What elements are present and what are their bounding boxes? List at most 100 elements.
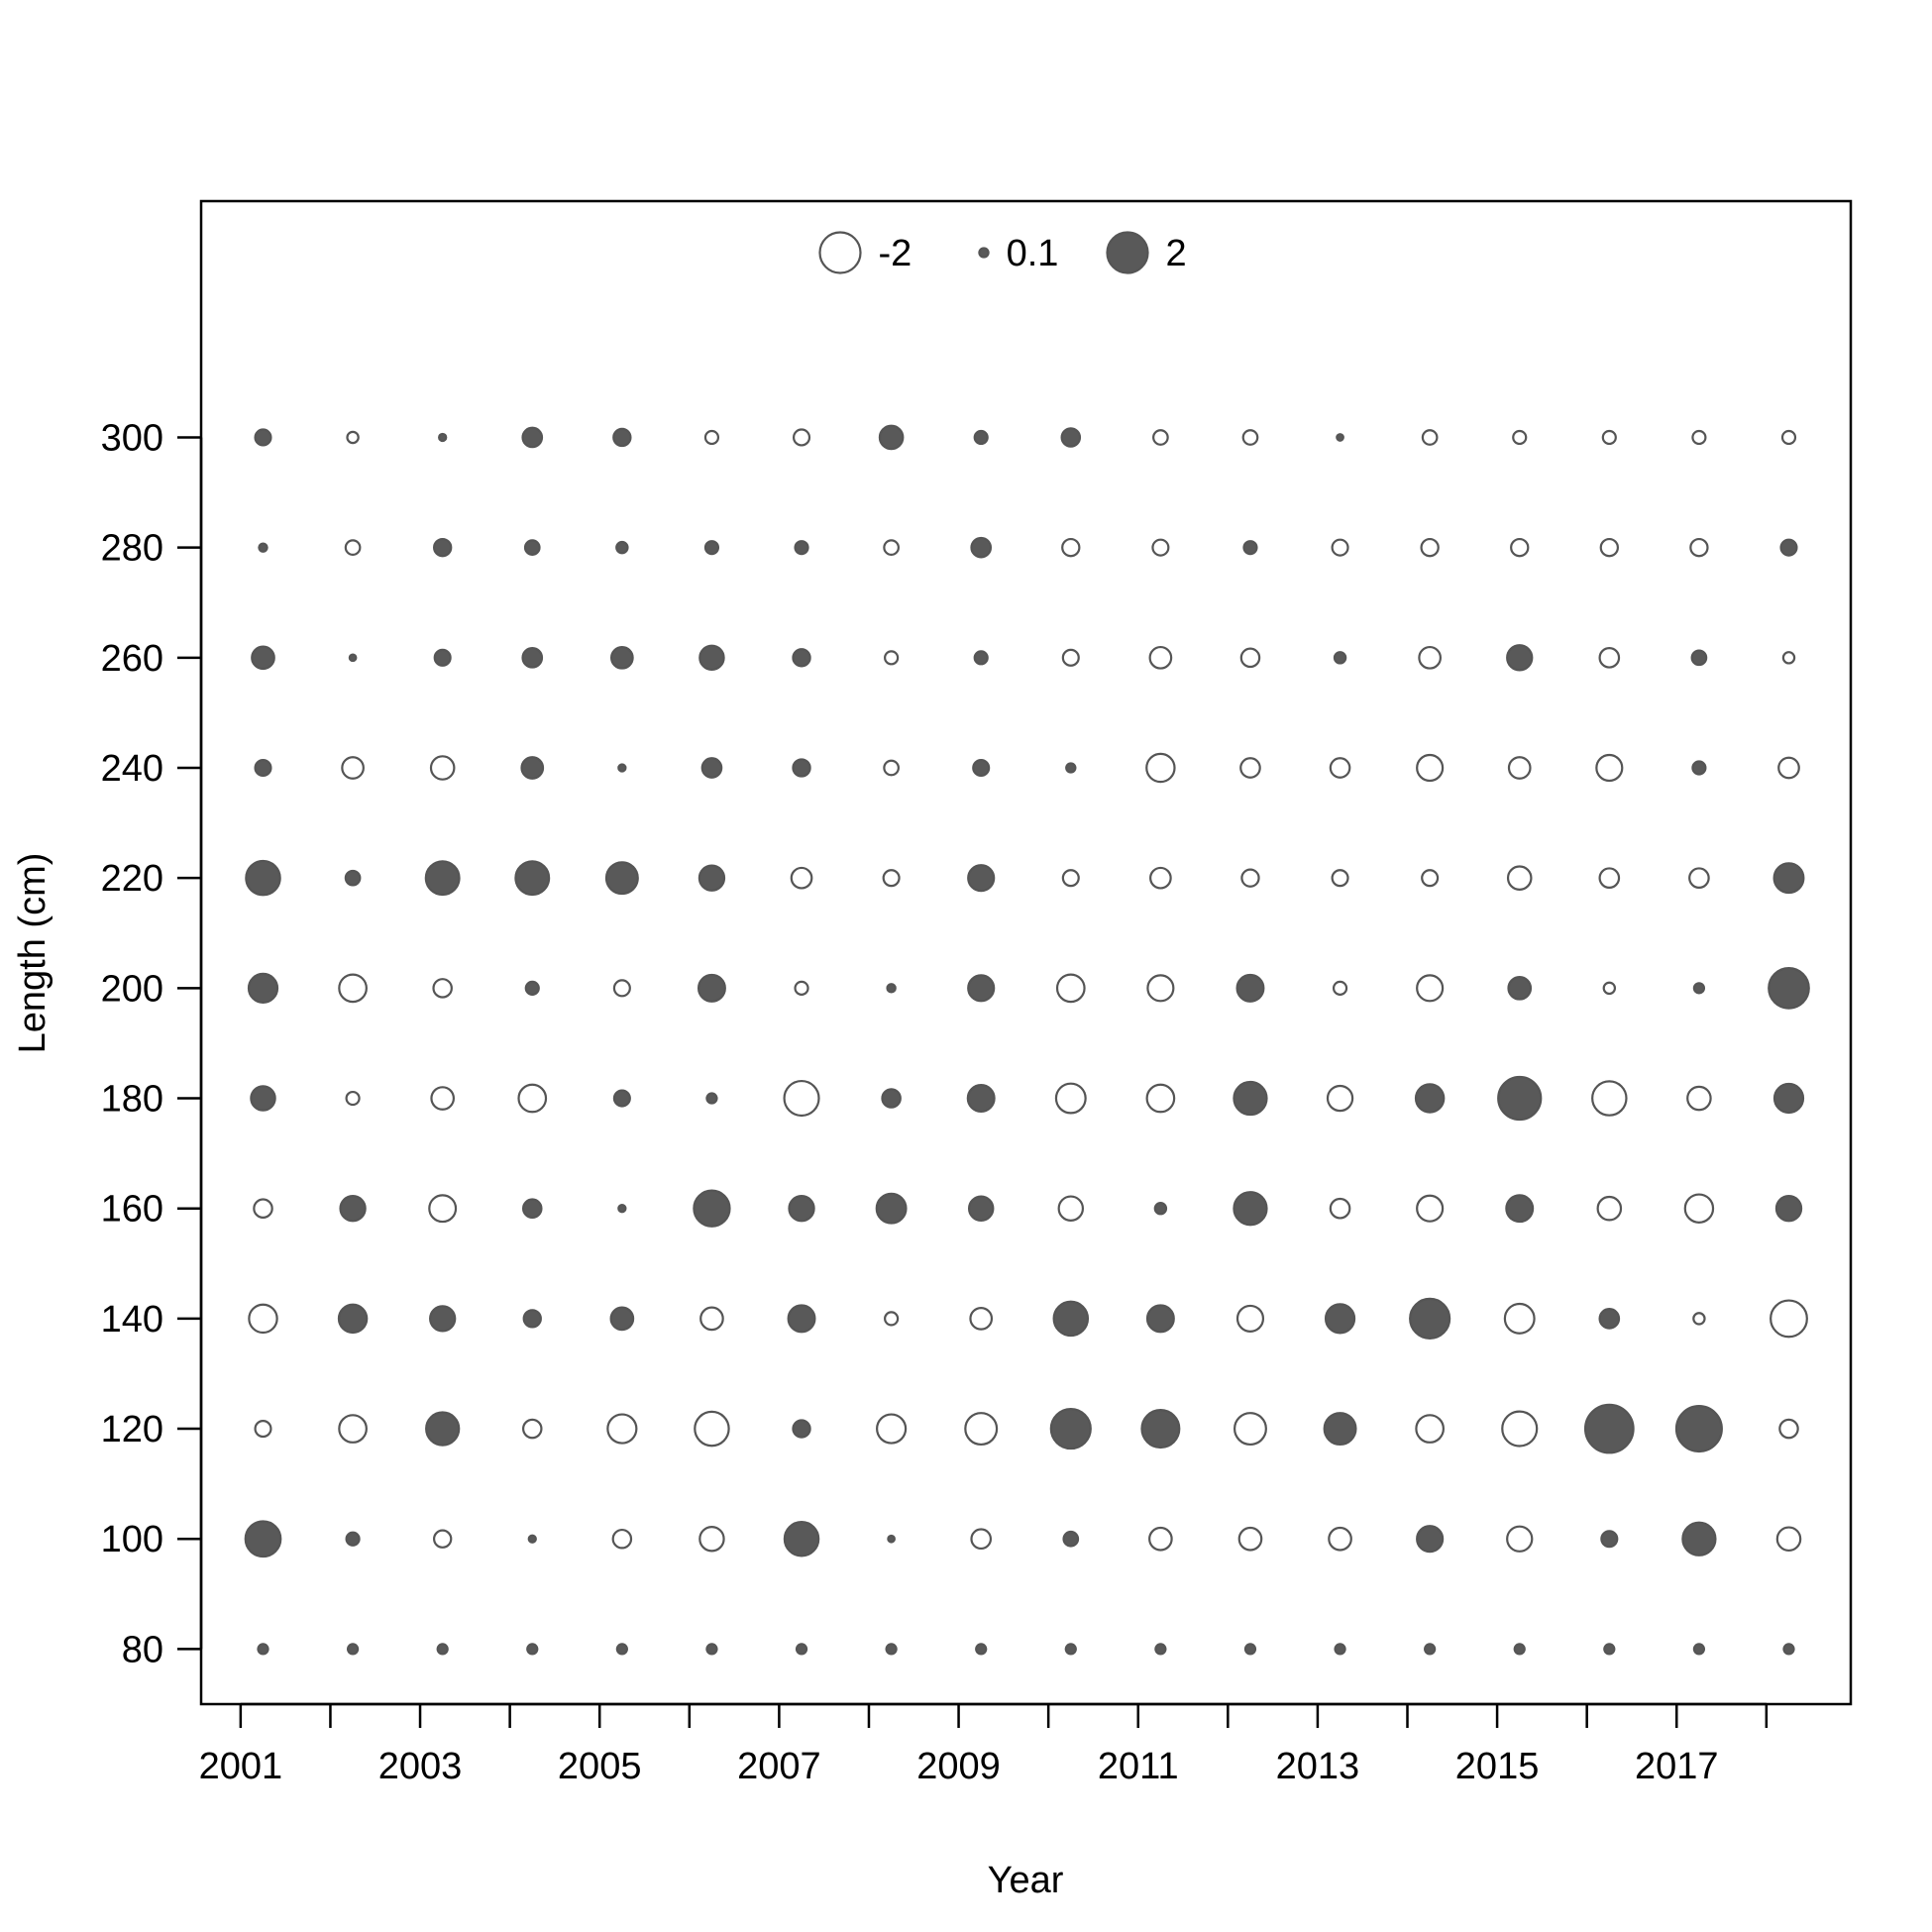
bubble [703, 429, 720, 446]
bubble [1421, 869, 1440, 888]
legend-label: 0.1 [1007, 233, 1059, 274]
bubble [1595, 753, 1624, 783]
legend: -2 0.1 2 [818, 231, 1187, 274]
bubble [1243, 1643, 1257, 1656]
y-tick-label: 240 [101, 748, 163, 790]
bubble [1591, 1080, 1628, 1117]
bubble [1507, 756, 1532, 780]
bubble [1240, 868, 1260, 888]
bubble [1599, 537, 1619, 558]
bubble [611, 1528, 633, 1550]
bubble [1510, 537, 1530, 558]
bubble [1689, 537, 1709, 558]
bubble [792, 1419, 811, 1439]
bubble [693, 1189, 731, 1228]
bubble [1600, 1530, 1619, 1549]
bubble [1690, 649, 1708, 667]
bubble [884, 650, 900, 666]
bubble [1674, 1405, 1723, 1453]
bubble [882, 869, 901, 888]
bubble [1323, 1412, 1357, 1447]
legend-symbol [818, 231, 862, 274]
bubble [432, 978, 453, 999]
bubble [1336, 433, 1344, 442]
y-tick-label: 80 [122, 1629, 163, 1670]
bubble [345, 1090, 361, 1107]
bubble [1596, 1195, 1623, 1222]
bubble [1145, 1304, 1175, 1334]
bubble [699, 1306, 724, 1332]
bubble [705, 1643, 718, 1656]
bubble [1049, 1407, 1092, 1450]
bubble [1149, 866, 1172, 890]
bubble [794, 980, 809, 996]
bubble [254, 758, 272, 778]
bubble [521, 426, 544, 449]
bubble [438, 432, 448, 443]
bubble [606, 1413, 638, 1445]
bubble [1329, 757, 1351, 779]
bubble [433, 648, 452, 667]
bubble [1064, 1643, 1077, 1656]
bubble [1146, 974, 1175, 1003]
bubble [1420, 537, 1440, 558]
bubble [1062, 1530, 1080, 1548]
bubble [254, 428, 272, 447]
bubble [1235, 1304, 1265, 1333]
y-tick-label: 200 [101, 968, 163, 1010]
bubble [694, 1410, 730, 1448]
bubble [1686, 1085, 1712, 1112]
bubble [521, 1198, 543, 1219]
bubble [247, 972, 279, 1004]
y-tick-label: 120 [101, 1409, 163, 1450]
bubble [1598, 867, 1621, 890]
bubble [1414, 1083, 1446, 1114]
bubble [794, 540, 809, 556]
y-tick-label: 260 [101, 638, 163, 680]
bubble [425, 1411, 461, 1447]
bubble [429, 755, 456, 781]
bubble [698, 864, 726, 892]
bubble [1324, 1303, 1356, 1335]
bubble [1681, 1521, 1717, 1556]
bubble [433, 1529, 453, 1549]
bubble [1505, 1194, 1535, 1224]
bubble [248, 1303, 278, 1335]
bubble [1334, 1643, 1346, 1656]
bubble [345, 1531, 361, 1547]
bubble [1772, 1082, 1805, 1115]
bubble [1332, 980, 1348, 996]
bubble [253, 1198, 273, 1219]
bubble [970, 536, 993, 559]
bubble [790, 866, 813, 890]
bubble [1235, 973, 1265, 1003]
bubble [1065, 762, 1077, 774]
bubble [258, 542, 268, 553]
bubble [1512, 429, 1528, 446]
bubble [517, 1083, 548, 1114]
bubble [610, 645, 634, 670]
bubble [1239, 647, 1261, 669]
bubble [1772, 862, 1805, 895]
bubble [1583, 1403, 1635, 1454]
bubble [615, 540, 629, 555]
bubble [1598, 646, 1621, 669]
bubble [1692, 1643, 1706, 1656]
bubble [1153, 1201, 1168, 1216]
bubble [428, 1194, 458, 1224]
bubble [1328, 1526, 1352, 1552]
bubble [1148, 645, 1173, 670]
y-axis-title: Length (cm) [12, 853, 54, 1054]
x-tick-label: 2013 [1276, 1746, 1360, 1787]
legend-symbol [1106, 231, 1149, 274]
bubble [1054, 1082, 1087, 1115]
bubble [1501, 1410, 1539, 1448]
bubble [1331, 538, 1349, 557]
bubble [1775, 1526, 1802, 1553]
bubble [1598, 1308, 1621, 1330]
bubble [1061, 537, 1081, 558]
bubble [615, 1643, 628, 1656]
bubble [967, 864, 996, 893]
x-tick-label: 2015 [1455, 1746, 1540, 1787]
